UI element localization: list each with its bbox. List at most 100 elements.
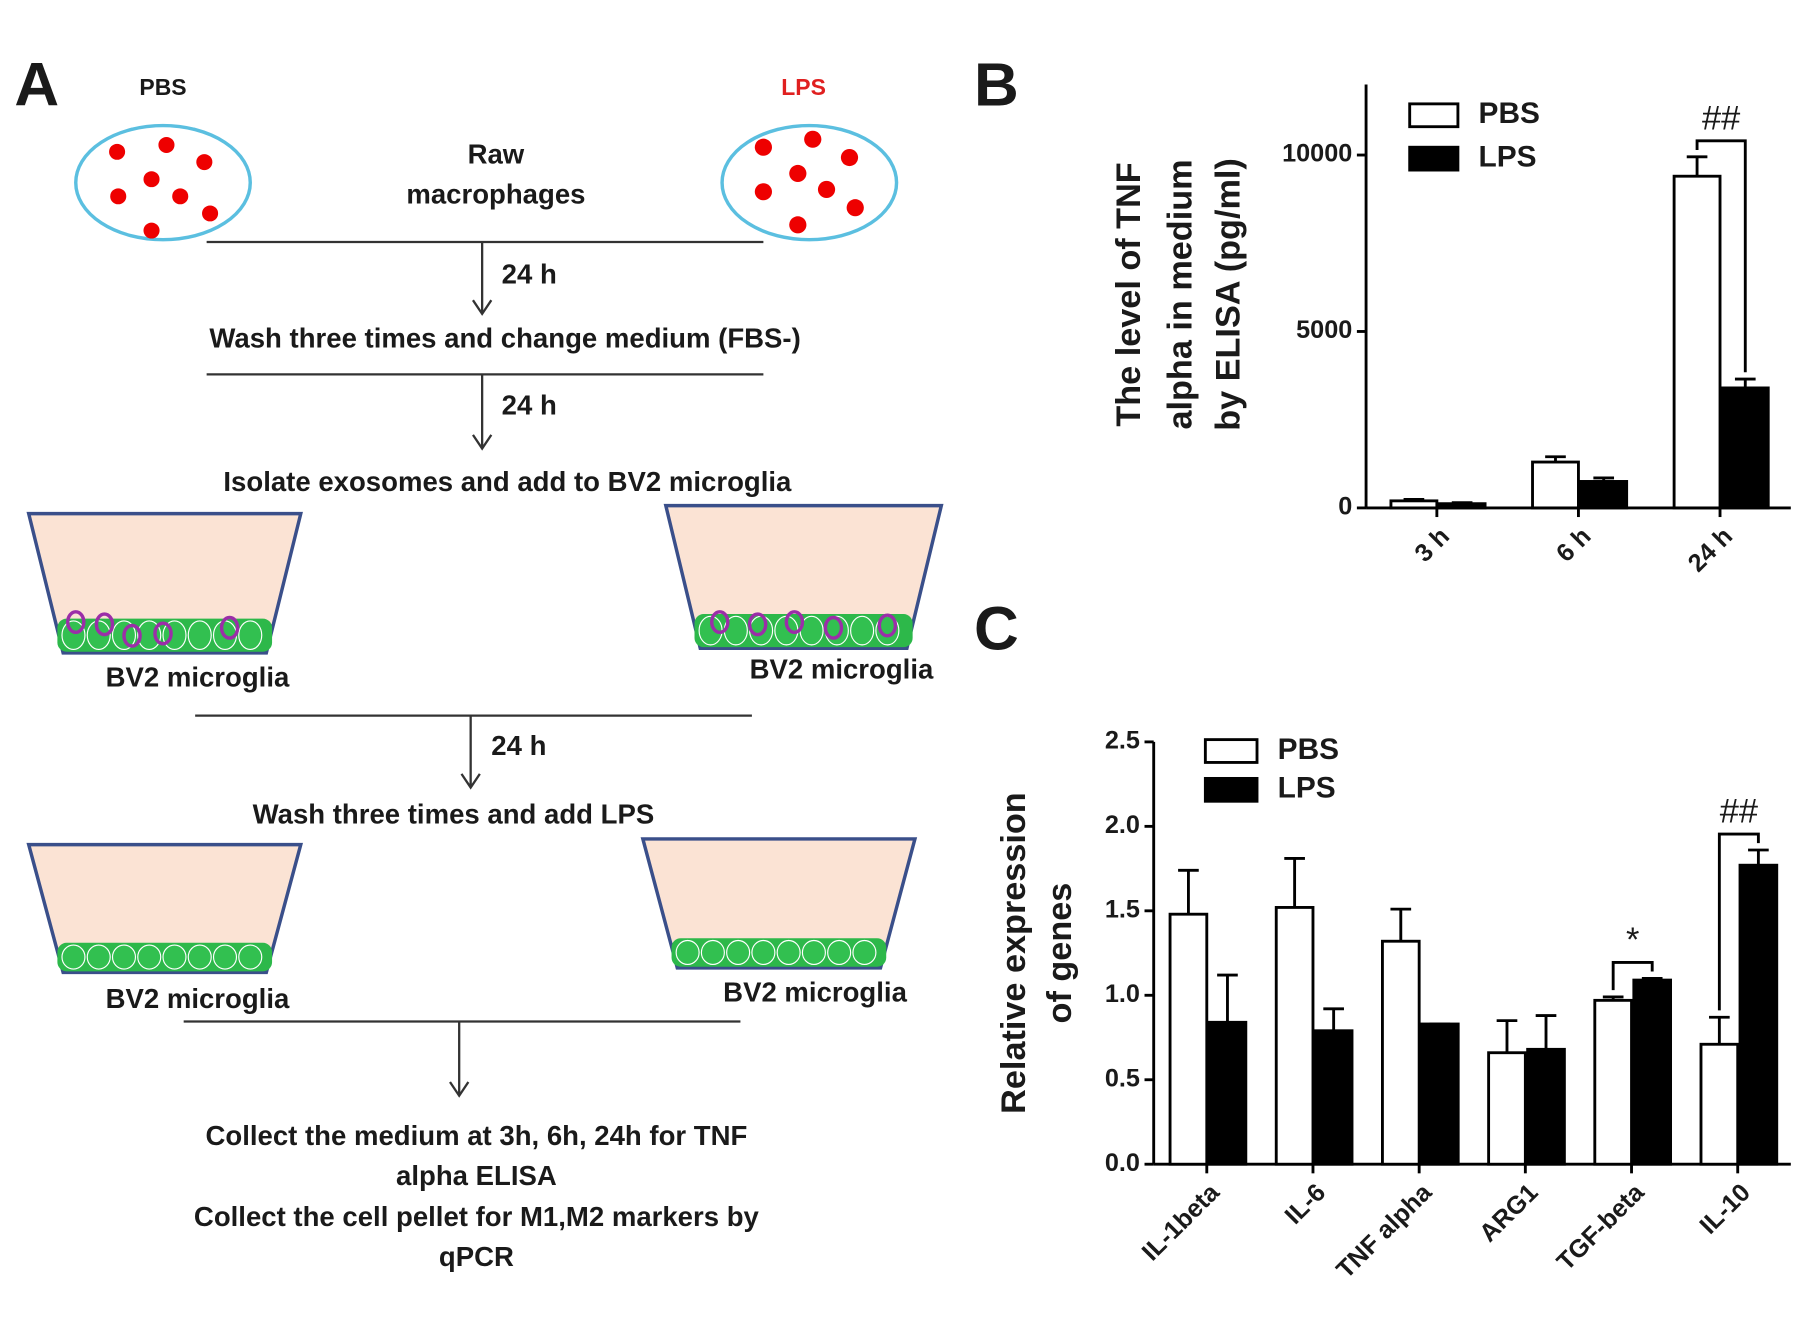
x-tick-label: IL-1beta: [1137, 1178, 1226, 1266]
legend-label: PBS: [1479, 97, 1540, 130]
x-tick-label: 24 h: [1683, 522, 1739, 577]
y-axis-label: alpha in medium: [1161, 159, 1199, 429]
cell: [158, 136, 175, 153]
cell-type: macrophages: [406, 179, 585, 210]
microglia: [61, 620, 86, 651]
microglia: [212, 944, 238, 970]
exosome: [747, 612, 768, 637]
x-tick-label: TGF-beta: [1551, 1178, 1650, 1276]
cell: [172, 188, 189, 205]
y-tick-label: 0.5: [1105, 1064, 1140, 1092]
cell: [840, 148, 859, 167]
arrow: [460, 715, 481, 790]
bar: [1437, 502, 1487, 510]
bar: [1699, 1042, 1740, 1166]
bar: [1313, 1029, 1354, 1166]
final-step: qPCR: [439, 1241, 514, 1272]
exosome: [153, 621, 173, 646]
panel-label: B: [974, 50, 1019, 119]
y-axis-label: by ELISA (pg/ml): [1210, 158, 1248, 431]
microglia: [850, 615, 875, 646]
bar: [1720, 386, 1770, 510]
chart: 0.0 0.5 1.0 1.5 2.0 2.5 Relative expression of …: [995, 727, 1791, 1284]
significance-bracket: [1611, 960, 1654, 991]
significance-bracket: [1695, 139, 1747, 373]
cell: [804, 130, 822, 148]
microglia: [187, 620, 212, 651]
bar: [1672, 174, 1722, 510]
legend-label: LPS: [1278, 772, 1336, 805]
cell-type: Raw: [468, 139, 525, 170]
y-tick-label: 0.0: [1105, 1149, 1140, 1177]
well: [26, 842, 304, 975]
arrow: [449, 1021, 470, 1098]
legend-swatch: [1203, 738, 1259, 764]
exosome: [94, 612, 115, 637]
arrow: [472, 374, 493, 451]
y-tick-label: 0: [1338, 493, 1352, 521]
cell: [143, 171, 160, 188]
x-tick-label: ARG1: [1474, 1178, 1543, 1247]
bar: [1632, 978, 1673, 1166]
bar: [1593, 998, 1633, 1166]
y-axis-label: of genes: [1041, 883, 1079, 1024]
exosome: [784, 610, 805, 635]
well-label: BV2 microglia: [750, 653, 934, 684]
cell: [202, 205, 219, 222]
exosome: [877, 613, 898, 638]
y-tick-label: 1.5: [1105, 896, 1140, 924]
microglia: [137, 944, 162, 970]
microglia: [675, 939, 700, 966]
step: Isolate exosomes and add to BV2 microgli…: [223, 466, 792, 497]
cell: [789, 164, 807, 183]
well: [663, 503, 944, 651]
bar: [1274, 906, 1315, 1166]
final-step: Collect the cell pellet for M1,M2 marker…: [194, 1201, 760, 1232]
significance-label: ##: [1720, 793, 1758, 831]
y-tick-label: 2.0: [1105, 811, 1140, 839]
x-tick-label: 6 h: [1551, 522, 1597, 567]
well-label: BV2 microglia: [723, 976, 907, 1007]
microglia: [827, 939, 852, 966]
legend-swatch: [1408, 145, 1460, 172]
bar: [1168, 912, 1209, 1166]
y-axis-label: The level of TNF: [1110, 162, 1148, 426]
bar: [1579, 480, 1629, 510]
microglia: [852, 939, 877, 966]
bar: [1207, 1020, 1248, 1166]
microglia: [751, 939, 776, 966]
bar: [1389, 499, 1439, 510]
duration: 24 h: [502, 259, 557, 290]
x-tick-label: TNF alpha: [1331, 1178, 1438, 1284]
exosome: [710, 610, 730, 635]
duration: 24 h: [502, 390, 557, 421]
bar: [1487, 1051, 1527, 1166]
final-step: alpha ELISA: [396, 1160, 557, 1191]
cell: [196, 154, 213, 171]
final-step: Collect the medium at 3h, 6h, 24h for TN…: [205, 1120, 747, 1151]
legend-swatch: [1203, 776, 1259, 803]
panel-label: A: [14, 50, 59, 119]
significance-label: ##: [1702, 99, 1740, 137]
cell: [143, 222, 160, 239]
cell: [789, 216, 807, 234]
microglia: [700, 939, 725, 966]
microglia: [238, 944, 263, 970]
legend-label: LPS: [1479, 141, 1537, 174]
y-axis-label: Relative expression: [995, 792, 1033, 1114]
microglia: [726, 939, 751, 966]
significance-bracket: [1717, 832, 1760, 1011]
duration: 24 h: [491, 730, 546, 761]
cell: [754, 138, 773, 156]
legend-swatch: [1408, 102, 1460, 129]
cell: [110, 188, 127, 205]
microglia: [238, 620, 263, 651]
well-label: BV2 microglia: [106, 661, 290, 692]
cell: [109, 143, 126, 160]
dish-label: LPS: [781, 74, 826, 100]
step: Wash three times and add LPS: [253, 798, 655, 829]
microglia: [86, 944, 111, 970]
microglia: [776, 939, 801, 966]
y-tick-label: 1.0: [1105, 980, 1140, 1008]
